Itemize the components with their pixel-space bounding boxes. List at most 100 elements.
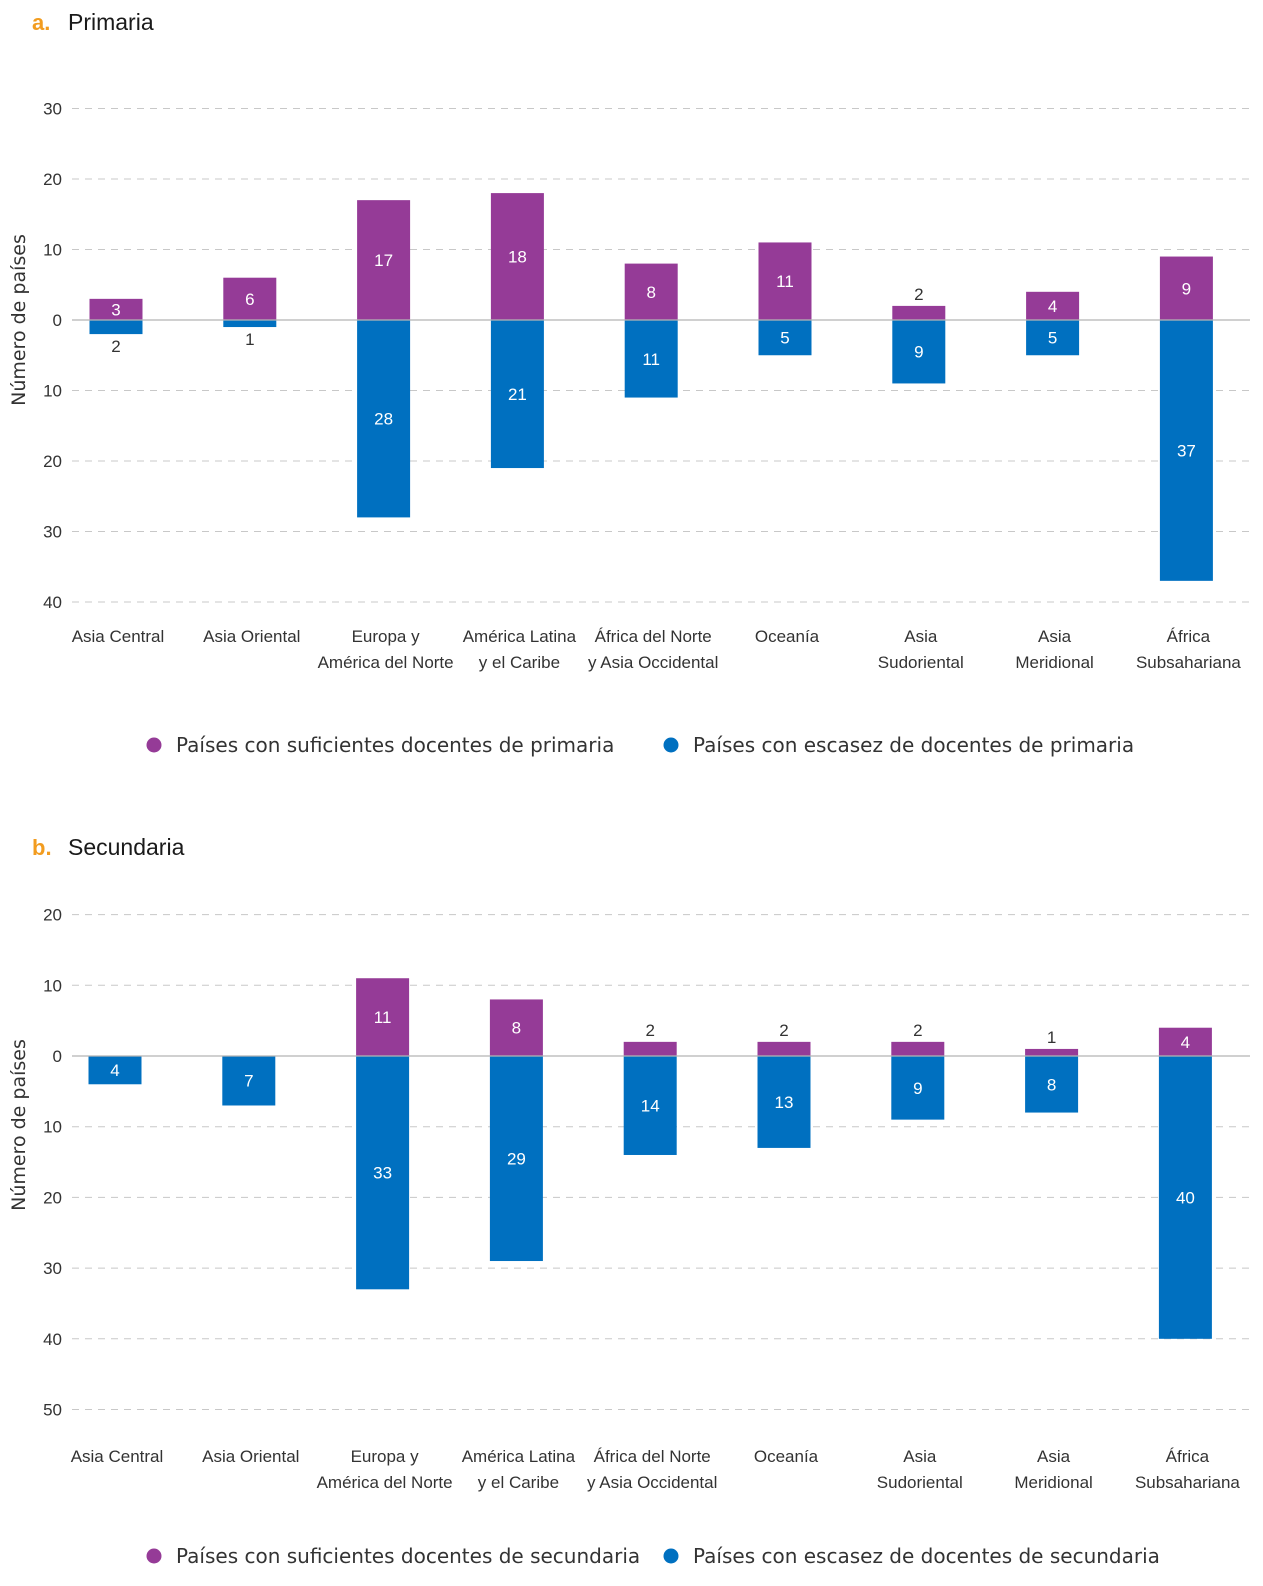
bar-label-shortage: 5 <box>780 329 789 348</box>
panel-title: Secundaria <box>68 834 185 860</box>
bar-shortage <box>1026 320 1080 356</box>
y-tick-label: 10 <box>43 1118 62 1137</box>
legend-marker-shortage <box>663 1548 679 1564</box>
bar-label-shortage: 5 <box>1048 329 1057 348</box>
bar-label-shortage: 4 <box>110 1061 119 1080</box>
category-label: y Asia Occidental <box>588 653 718 672</box>
legend-label-sufficient: Países con suficientes docentes de secun… <box>176 1544 640 1568</box>
bar-label-shortage: 28 <box>374 410 393 429</box>
bar-label-shortage: 8 <box>1047 1075 1056 1094</box>
category-label: Meridional <box>1014 1473 1092 1492</box>
category-label: Asia Central <box>72 627 165 646</box>
legend-label-sufficient: Países con suficientes docentes de prima… <box>176 733 614 757</box>
bar-label-sufficient: 11 <box>374 1008 392 1027</box>
legend-label-shortage: Países con escasez de docentes de secund… <box>693 1544 1160 1568</box>
category-label: Sudoriental <box>878 653 964 672</box>
bar-shortage <box>892 320 946 384</box>
legend-marker-sufficient <box>146 737 162 753</box>
bar-shortage <box>357 320 411 518</box>
bar-shortage <box>624 320 678 398</box>
bar-shortage <box>891 1056 945 1120</box>
bar-sufficient <box>1025 1048 1079 1056</box>
bar-shortage <box>757 1056 811 1148</box>
bar-shortage <box>1158 1056 1212 1339</box>
bar-label-shortage: 33 <box>373 1164 392 1183</box>
category-label: Oceanía <box>755 627 820 646</box>
category-label: Asia Central <box>71 1447 164 1466</box>
bar-label-shortage: 13 <box>775 1093 794 1112</box>
bar-label-sufficient: 17 <box>374 251 393 270</box>
y-axis-label: Número de países <box>8 1039 30 1211</box>
bar-label-shortage: 2 <box>111 337 120 356</box>
bar-label-shortage: 14 <box>641 1096 660 1115</box>
y-axis-label: Número de países <box>8 234 30 406</box>
category-label: Oceanía <box>754 1447 819 1466</box>
category-label: América Latina <box>462 1447 576 1466</box>
category-label: Asia <box>903 1447 937 1466</box>
bar-label-sufficient: 8 <box>646 283 655 302</box>
category-label: Meridional <box>1015 653 1093 672</box>
y-tick-label: 30 <box>43 523 62 542</box>
bar-label-sufficient: 2 <box>913 1021 922 1040</box>
bar-label-shortage: 1 <box>245 330 254 349</box>
category-label: América del Norte <box>317 1473 453 1492</box>
y-tick-label: 0 <box>53 1047 62 1066</box>
bar-label-shortage: 11 <box>642 350 660 369</box>
bar-label-sufficient: 1 <box>1047 1028 1056 1047</box>
bar-label-sufficient: 18 <box>508 248 527 267</box>
bar-sufficient <box>490 193 544 320</box>
bar-shortage <box>356 1056 410 1290</box>
bar-label-sufficient: 8 <box>512 1019 521 1038</box>
bar-label-sufficient: 11 <box>776 272 794 291</box>
bar-sufficient <box>757 1041 811 1056</box>
bar-label-shortage: 37 <box>1177 441 1196 460</box>
bar-sufficient <box>891 1041 945 1056</box>
category-label: América del Norte <box>318 653 454 672</box>
category-label: Sudoriental <box>877 1473 963 1492</box>
category-label: Asia Oriental <box>202 1447 299 1466</box>
bar-label-sufficient: 2 <box>914 285 923 304</box>
bar-shortage <box>1025 1056 1079 1113</box>
category-label: Asia <box>1037 1447 1071 1466</box>
bar-sufficient <box>624 263 678 320</box>
legend-label-shortage: Países con escasez de docentes de primar… <box>693 733 1134 757</box>
panel-letter: a. <box>32 10 50 35</box>
y-tick-label: 40 <box>43 1330 62 1349</box>
category-label: y el Caribe <box>478 1473 559 1492</box>
bar-sufficient <box>1159 256 1213 320</box>
y-tick-label: 10 <box>43 241 62 260</box>
bar-label-sufficient: 3 <box>111 300 120 319</box>
bar-label-shortage: 21 <box>508 385 527 404</box>
bar-label-sufficient: 4 <box>1181 1033 1190 1052</box>
bar-sufficient <box>1026 291 1080 320</box>
bar-sufficient <box>89 298 143 320</box>
bar-shortage <box>88 1056 142 1085</box>
bar-shortage <box>1159 320 1213 581</box>
category-label: y Asia Occidental <box>587 1473 717 1492</box>
chart-panel-primaria: a. Primaria 30 20 10 0 10 20 30 40 Número de paíse… <box>8 9 1250 757</box>
category-label: África del Norte <box>595 627 712 646</box>
bar-shortage <box>490 320 544 469</box>
bar-shortage <box>623 1056 677 1155</box>
legend-marker-sufficient <box>146 1548 162 1564</box>
bar-sufficient <box>223 277 277 320</box>
bar-label-sufficient: 6 <box>245 290 254 309</box>
category-label: y el Caribe <box>479 653 560 672</box>
bar-sufficient <box>1158 1027 1212 1056</box>
bar-shortage <box>758 320 812 356</box>
bar-shortage <box>222 1056 276 1106</box>
y-tick-label: 40 <box>43 593 62 612</box>
bar-sufficient <box>489 999 543 1056</box>
y-tick-label: 20 <box>43 452 62 471</box>
category-label: Europa y <box>352 627 421 646</box>
y-tick-label: 0 <box>53 311 62 330</box>
category-label: África <box>1166 1447 1210 1466</box>
category-label: Asia <box>1038 627 1072 646</box>
bar-label-sufficient: 2 <box>645 1021 654 1040</box>
bar-sufficient <box>623 1041 677 1056</box>
bar-label-sufficient: 4 <box>1048 297 1057 316</box>
bar-sufficient <box>758 242 812 320</box>
y-tick-label: 20 <box>43 1188 62 1207</box>
category-label: Subsahariana <box>1136 653 1241 672</box>
